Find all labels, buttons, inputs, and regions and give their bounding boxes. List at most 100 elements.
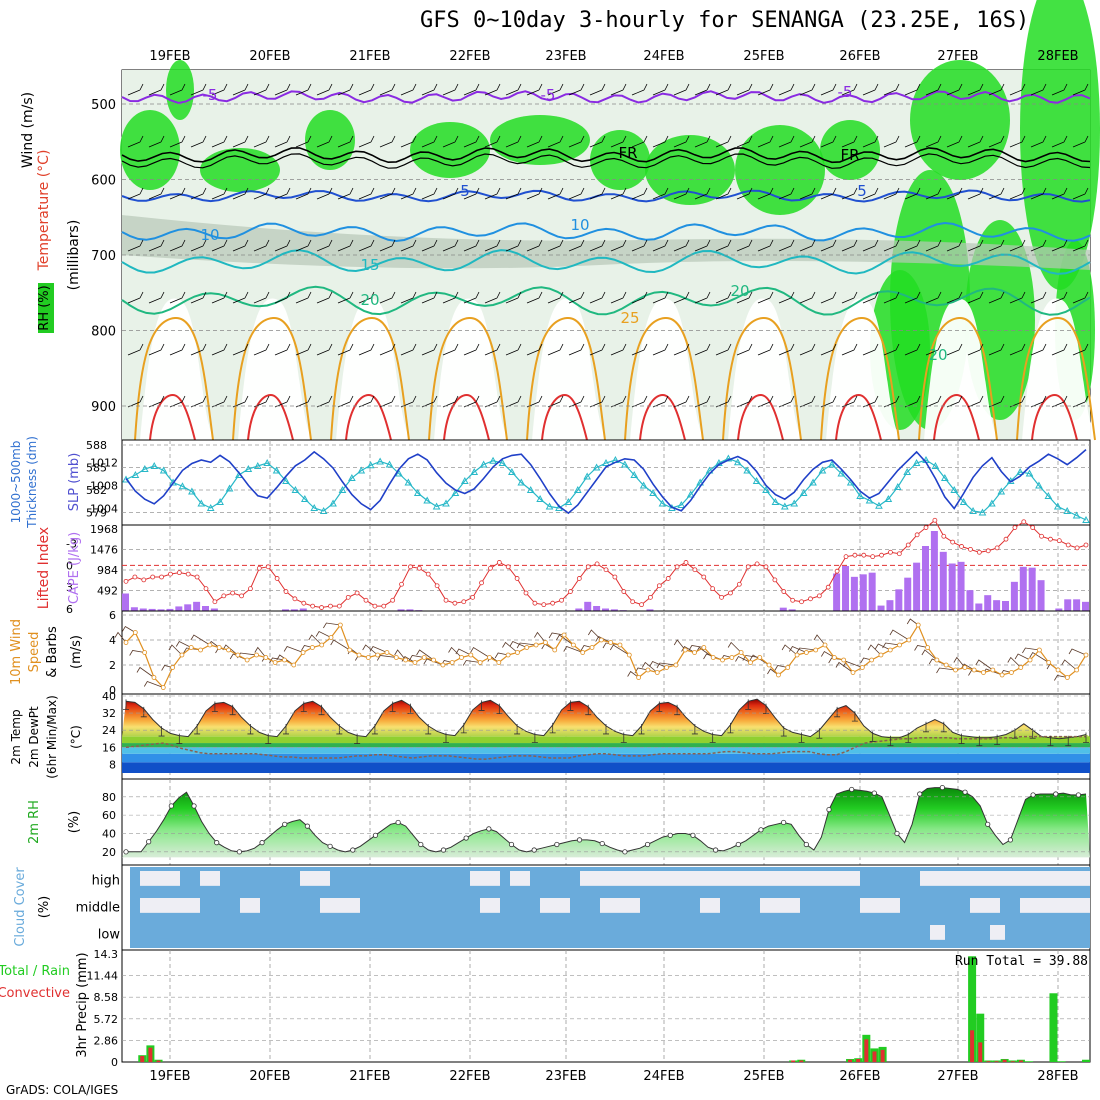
wind-barb <box>1051 187 1068 200</box>
lifted-index-point <box>248 586 253 592</box>
thickness-point <box>696 478 704 486</box>
wind-barb <box>358 83 375 96</box>
lifted-index-point <box>354 590 360 596</box>
wind-barb <box>211 291 228 304</box>
lifted-index-point <box>905 542 911 548</box>
rh-point <box>486 826 492 832</box>
lifted-index-point <box>434 583 440 589</box>
wind-speed-point <box>1083 652 1089 658</box>
wind-barb <box>694 239 711 252</box>
wind-barb <box>1068 648 1087 656</box>
cape-bar <box>1028 567 1036 611</box>
cape-bar <box>1010 581 1018 611</box>
wind-barb <box>169 239 186 252</box>
wind-barb <box>232 239 249 252</box>
wind-speed-point <box>226 647 231 653</box>
wind-barb <box>547 135 564 148</box>
wind-speed-point <box>822 642 828 648</box>
wind-speed-point <box>617 642 623 648</box>
pressure-tick: 900 <box>91 400 116 415</box>
freezing-level <box>121 153 1091 169</box>
cape-bar <box>877 605 885 611</box>
contour-25 <box>232 316 312 441</box>
wind-barb <box>190 343 207 356</box>
minmax-bar <box>389 701 396 712</box>
wind-speed-point <box>580 650 586 655</box>
wind-barb <box>148 291 165 304</box>
wind-barb <box>1072 291 1089 304</box>
cape-lifted-index-panel: -3 0 3 6 1968 1476 984 492 <box>66 517 1091 616</box>
wind-barb <box>757 83 774 96</box>
wind-barb <box>547 291 564 304</box>
wind-barb <box>715 291 732 304</box>
cloud-gap <box>300 871 330 886</box>
rh-contour-blob <box>1020 0 1100 290</box>
wind-barb <box>757 291 774 304</box>
wind-speed-point <box>244 657 250 663</box>
wind-speed-point <box>421 655 427 660</box>
slp-tick: 1008 <box>90 479 118 492</box>
lifted-index-point <box>808 596 813 602</box>
wind-barb <box>568 135 585 148</box>
thickness-point <box>837 469 846 477</box>
contour-25 <box>918 316 998 441</box>
lifted-index-point <box>390 597 396 603</box>
wind-speed-point <box>459 655 464 660</box>
minmax-bar <box>425 723 432 735</box>
contour-15 <box>121 249 1091 275</box>
wind-speed-point <box>188 645 194 650</box>
wind-speed-point <box>431 657 436 663</box>
wind-barb <box>904 291 921 304</box>
wind-barb <box>253 291 270 304</box>
wind-speed-point <box>757 655 763 660</box>
wind-barb <box>442 135 459 148</box>
cloud-gap <box>140 898 200 913</box>
minmax-bar <box>549 722 556 734</box>
wind-barb <box>211 239 228 252</box>
minmax-bar <box>229 704 236 716</box>
wind-barb <box>175 640 192 648</box>
wind-barb <box>580 645 593 651</box>
wind-barb <box>1030 291 1047 304</box>
wind-barb <box>190 634 211 646</box>
lifted-index-point <box>683 560 689 565</box>
minmax-bar <box>211 701 218 712</box>
wind-barb <box>1029 651 1049 663</box>
wind-barb <box>906 618 919 626</box>
rh-contour-blob <box>410 122 490 178</box>
lifted-index-point <box>959 544 964 549</box>
wind-barb <box>946 343 963 356</box>
thickness-point <box>178 482 187 490</box>
upper-label-rh: RH (%) <box>37 285 52 330</box>
cape-bar <box>886 600 894 611</box>
thickness-point <box>893 482 902 490</box>
wind-barb <box>143 681 164 688</box>
cape-bar <box>175 606 183 611</box>
precip-convective-bar <box>872 1051 877 1062</box>
wind-barb <box>421 343 438 356</box>
wind-tick: 0 <box>109 684 116 697</box>
wind-speed-point <box>990 667 996 673</box>
slp-line <box>125 448 1087 515</box>
contour-label: -5 <box>203 86 218 104</box>
wind-speed-point <box>906 637 912 643</box>
lifted-index-point <box>843 554 849 560</box>
date-label-bottom: 22FEB <box>449 1069 490 1084</box>
lifted-index-point <box>256 565 262 571</box>
wind-barb <box>394 649 406 661</box>
thickness-point <box>460 476 469 484</box>
wind-barb <box>379 135 396 148</box>
rh-point <box>418 841 424 848</box>
wind-barb <box>946 135 963 148</box>
wind-barb <box>547 187 564 200</box>
wind-barb <box>337 239 354 252</box>
rh-point <box>236 849 242 855</box>
minmax-bar <box>514 723 521 735</box>
thickness-point <box>300 494 309 502</box>
lifted-index-point <box>176 570 182 576</box>
wind-barb <box>211 343 228 356</box>
thickness-slp-panel: 588 585 582 579 1012 1008 1004 <box>86 439 1091 526</box>
minmax-bar <box>745 699 752 710</box>
wind-barb <box>400 343 417 356</box>
wind-barb <box>835 661 854 673</box>
